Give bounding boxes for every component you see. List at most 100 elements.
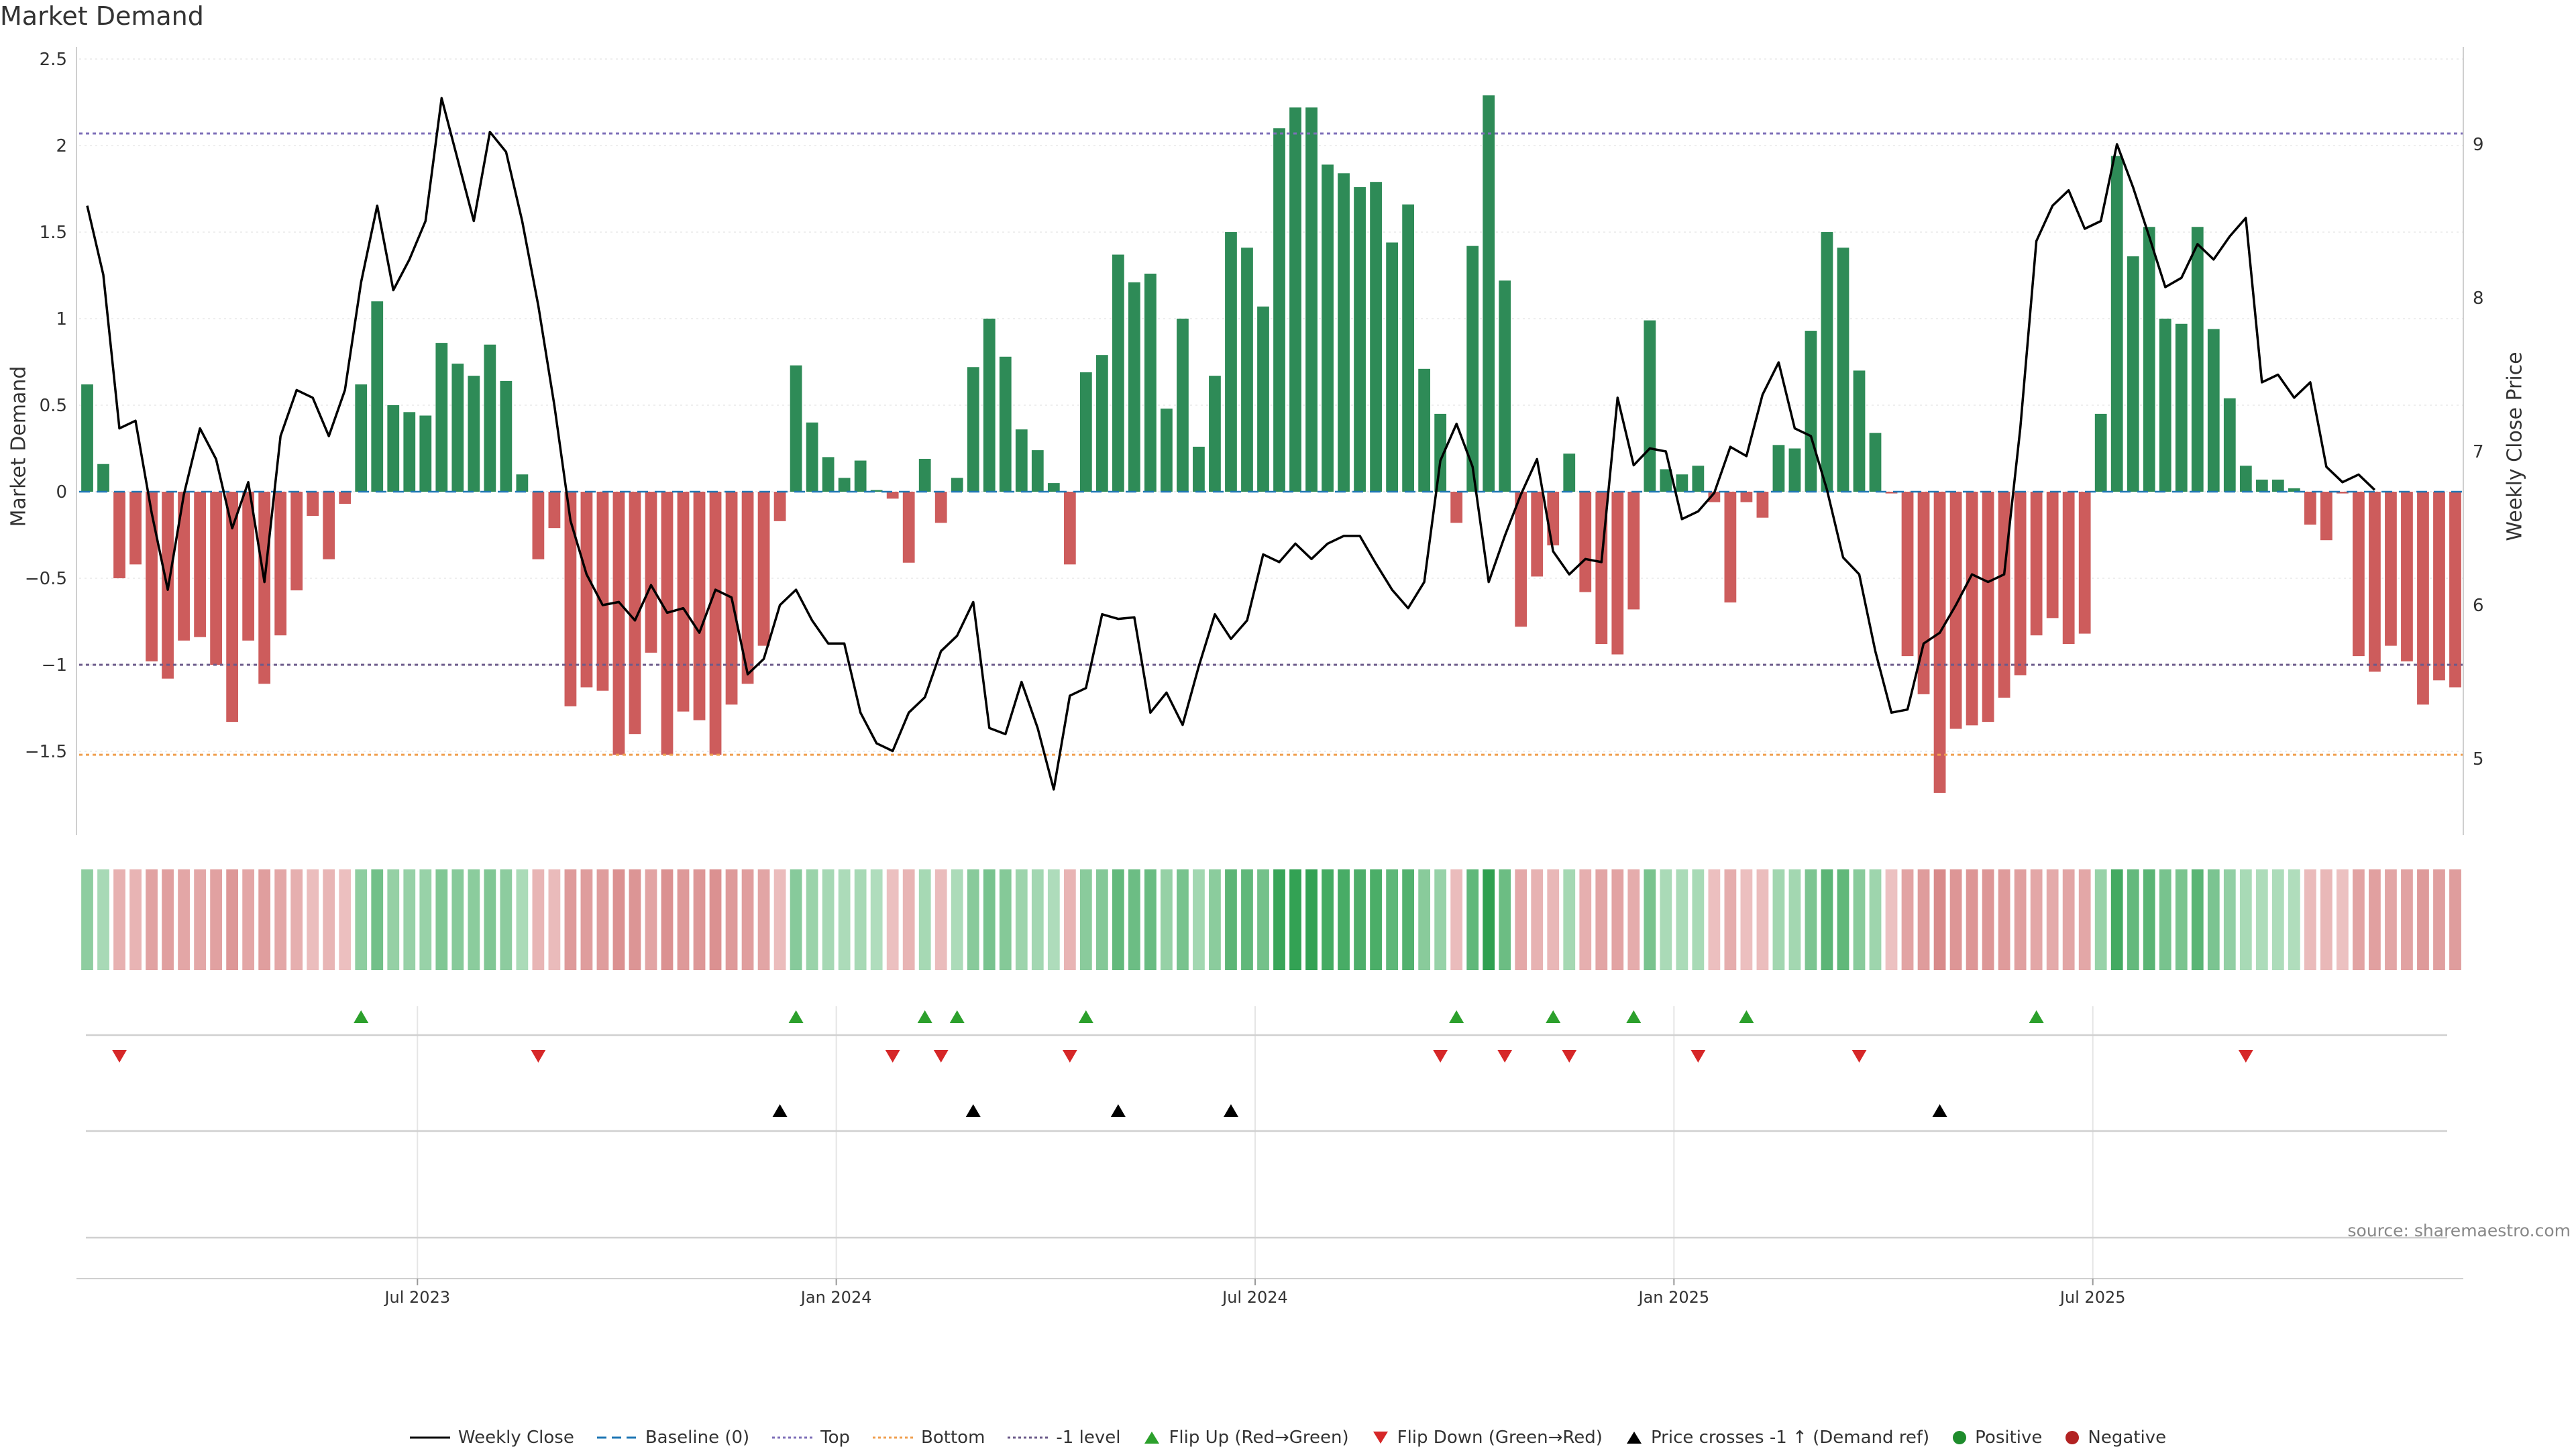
demand-bar	[1853, 370, 1866, 492]
heat-cell	[1966, 869, 1978, 970]
legend-label: -1 level	[1056, 1428, 1121, 1448]
demand-bar	[1982, 492, 1994, 722]
heat-cell	[500, 869, 513, 970]
heat-cell	[645, 869, 657, 970]
demand-bar	[806, 422, 818, 492]
demand-bar	[1386, 242, 1398, 492]
legend-item-flip-down[interactable]: Flip Down (Green→Red)	[1372, 1428, 1603, 1448]
demand-bar	[2159, 319, 2171, 492]
legend-label: Baseline (0)	[645, 1428, 750, 1448]
line-dotted-icon	[873, 1436, 914, 1439]
demand-bar	[2385, 492, 2397, 646]
heat-cell	[1676, 869, 1688, 970]
heat-cell	[516, 869, 529, 970]
heat-cell	[1644, 869, 1656, 970]
heat-cell	[1450, 869, 1463, 970]
demand-bar	[1354, 186, 1366, 492]
legend-item-baseline[interactable]: Baseline (0)	[596, 1428, 750, 1448]
heat-cell	[1692, 869, 1705, 970]
flip-up-marker	[917, 1010, 932, 1023]
demand-bar	[1402, 204, 1414, 492]
heat-cell	[451, 869, 464, 970]
demand-bar	[822, 457, 835, 492]
heat-cell	[870, 869, 883, 970]
demand-bar	[1144, 273, 1157, 492]
heat-cell	[435, 869, 448, 970]
heat-cell	[1209, 869, 1221, 970]
legend-item-positive[interactable]: Positive	[1952, 1428, 2042, 1448]
heat-cell	[1885, 869, 1898, 970]
demand-bar	[1515, 492, 1527, 627]
flip-up-marker	[1626, 1010, 1642, 1023]
y-tick-label: 1.5	[40, 223, 67, 243]
flip-up-marker	[1449, 1010, 1464, 1023]
flip-down-marker	[1851, 1050, 1867, 1063]
y2-tick-label: 7	[2473, 442, 2484, 462]
flip-up-marker	[1739, 1010, 1754, 1023]
y-tick-label: 1	[56, 309, 67, 329]
demand-bar	[403, 412, 416, 492]
line-dotted-icon	[1008, 1436, 1049, 1439]
demand-bar	[516, 474, 529, 492]
demand-bar	[2078, 492, 2091, 634]
demand-bar	[1015, 429, 1028, 492]
legend-item-price-cross[interactable]: Price crosses -1 ↑ (Demand ref)	[1625, 1428, 1929, 1448]
legend-item-bottom[interactable]: Bottom	[873, 1428, 985, 1448]
circle-icon	[2065, 1431, 2080, 1444]
flip-down-marker	[531, 1050, 546, 1063]
demand-bar	[500, 380, 513, 492]
heat-cell	[113, 869, 125, 970]
demand-bar	[854, 460, 867, 492]
legend-item-negative[interactable]: Negative	[2065, 1428, 2166, 1448]
demand-bar	[387, 405, 400, 492]
heat-cell	[2078, 869, 2091, 970]
demand-bar	[1079, 372, 1092, 492]
demand-bar	[2191, 227, 2204, 492]
legend-item-minus-one-level[interactable]: -1 level	[1008, 1428, 1120, 1448]
heat-cell	[2062, 869, 2075, 970]
demand-bar	[1322, 164, 1334, 492]
demand-bar	[1370, 182, 1382, 492]
heat-cell	[129, 869, 142, 970]
heat-cell	[709, 869, 722, 970]
heat-cell	[419, 869, 432, 970]
heat-cell	[307, 869, 319, 970]
heat-cell	[1144, 869, 1157, 970]
legend-item-weekly-close[interactable]: Weekly Close	[409, 1428, 574, 1448]
heat-cell	[822, 869, 835, 970]
demand-bar	[596, 492, 609, 691]
demand-bar	[2369, 492, 2381, 672]
heat-cell	[2369, 869, 2381, 970]
demand-bar	[1466, 246, 1479, 492]
demand-bar	[870, 490, 883, 492]
demand-bar	[934, 492, 947, 523]
triangle-down-icon	[1373, 1432, 1388, 1444]
triangle-up-icon	[1626, 1432, 1642, 1444]
line-solid-icon	[409, 1436, 450, 1439]
legend-item-top[interactable]: Top	[772, 1428, 850, 1448]
demand-bar	[1933, 492, 1946, 793]
heat-cell	[97, 869, 109, 970]
heat-cell	[1982, 869, 1994, 970]
source-credit: source: sharemaestro.com	[2347, 1221, 2571, 1240]
demand-bar	[129, 492, 142, 565]
demand-bar	[1627, 492, 1640, 610]
demand-bar	[709, 492, 722, 755]
heat-cell	[1547, 869, 1560, 970]
heat-cell	[1434, 869, 1447, 970]
heat-cell	[999, 869, 1012, 970]
heat-cell	[1788, 869, 1801, 970]
heat-cell	[806, 869, 818, 970]
flip-down-marker	[112, 1050, 127, 1063]
legend-item-flip-up[interactable]: Flip Up (Red→Green)	[1143, 1428, 1349, 1448]
heat-cell	[2030, 869, 2043, 970]
demand-bar	[2337, 492, 2349, 494]
heat-cell	[1724, 869, 1737, 970]
heat-cell	[1821, 869, 1833, 970]
heat-cell	[1660, 869, 1672, 970]
heat-cell	[1531, 869, 1544, 970]
heat-cell	[146, 869, 158, 970]
demand-bar	[661, 492, 674, 755]
legend-label: Bottom	[921, 1428, 985, 1448]
demand-bar	[1095, 355, 1108, 492]
